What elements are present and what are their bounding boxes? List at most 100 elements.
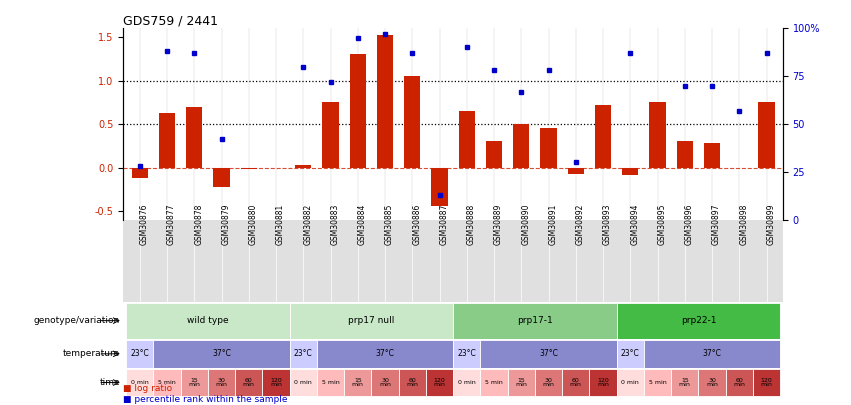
Text: temperature: temperature — [63, 350, 120, 358]
Text: 15
min: 15 min — [516, 378, 528, 387]
Text: GSM30891: GSM30891 — [549, 203, 557, 245]
Text: GSM30882: GSM30882 — [303, 203, 312, 245]
Text: 120
min: 120 min — [434, 378, 445, 387]
Bar — [453, 369, 481, 396]
Bar — [153, 369, 180, 396]
Bar — [241, 168, 257, 169]
Bar — [644, 340, 780, 368]
Text: GSM30888: GSM30888 — [467, 203, 476, 245]
Text: GSM30884: GSM30884 — [357, 203, 367, 245]
Bar — [404, 76, 420, 168]
Text: 120
min: 120 min — [270, 378, 282, 387]
Text: GSM30887: GSM30887 — [439, 203, 448, 245]
Text: 23°C: 23°C — [130, 350, 149, 358]
Text: GSM30885: GSM30885 — [385, 203, 394, 245]
Bar — [453, 340, 481, 368]
Bar — [350, 54, 366, 168]
Text: GSM30889: GSM30889 — [494, 203, 503, 245]
Bar — [699, 369, 726, 396]
Bar — [208, 369, 235, 396]
Bar — [622, 168, 638, 175]
Bar — [726, 369, 753, 396]
Bar — [617, 340, 644, 368]
Text: GSM30898: GSM30898 — [740, 203, 748, 245]
Text: 23°C: 23°C — [621, 350, 640, 358]
Text: GSM30899: GSM30899 — [767, 203, 775, 245]
Text: GSM30897: GSM30897 — [712, 203, 721, 245]
Bar — [431, 168, 448, 206]
Text: 23°C: 23°C — [294, 350, 312, 358]
Text: 15
min: 15 min — [188, 378, 200, 387]
Text: 15
min: 15 min — [679, 378, 691, 387]
Text: 60
min: 60 min — [243, 378, 254, 387]
Text: ■ percentile rank within the sample: ■ percentile rank within the sample — [123, 395, 288, 404]
Text: GSM30896: GSM30896 — [685, 203, 694, 245]
Bar — [486, 141, 502, 168]
Bar — [398, 369, 426, 396]
Text: 0 min: 0 min — [621, 380, 639, 385]
Bar — [317, 340, 453, 368]
Bar — [563, 369, 590, 396]
Bar — [649, 102, 665, 168]
Text: 60
min: 60 min — [406, 378, 418, 387]
Bar — [426, 369, 453, 396]
Bar — [535, 369, 563, 396]
Bar — [214, 168, 230, 187]
Bar — [126, 369, 153, 396]
Text: GSM30886: GSM30886 — [412, 203, 421, 245]
Text: 120
min: 120 min — [597, 378, 609, 387]
Bar — [126, 340, 153, 368]
Text: 60
min: 60 min — [734, 378, 745, 387]
Text: GSM30877: GSM30877 — [167, 203, 176, 245]
Text: 30
min: 30 min — [706, 378, 718, 387]
Text: GSM30879: GSM30879 — [221, 203, 231, 245]
Text: 0 min: 0 min — [458, 380, 476, 385]
Bar — [617, 303, 780, 339]
Text: prp17-1: prp17-1 — [517, 316, 553, 325]
Text: 37°C: 37°C — [539, 350, 558, 358]
Text: GSM30880: GSM30880 — [248, 203, 258, 245]
Bar — [590, 369, 617, 396]
Text: 60
min: 60 min — [570, 378, 582, 387]
Bar — [126, 303, 289, 339]
Text: prp17 null: prp17 null — [348, 316, 395, 325]
Bar — [481, 340, 617, 368]
Bar — [180, 369, 208, 396]
Bar — [377, 35, 393, 168]
Bar — [289, 340, 317, 368]
Text: prp22-1: prp22-1 — [681, 316, 717, 325]
Text: 0 min: 0 min — [294, 380, 312, 385]
Text: 15
min: 15 min — [351, 378, 363, 387]
Text: 5 min: 5 min — [158, 380, 176, 385]
Bar — [704, 143, 720, 168]
Bar — [235, 369, 262, 396]
Bar — [132, 168, 148, 178]
Bar — [289, 369, 317, 396]
Bar — [317, 369, 344, 396]
Bar — [295, 165, 311, 168]
Bar — [568, 168, 584, 174]
Text: genotype/variation: genotype/variation — [34, 316, 120, 325]
Bar — [344, 369, 371, 396]
Bar — [153, 340, 289, 368]
Text: 23°C: 23°C — [457, 350, 477, 358]
Text: wild type: wild type — [187, 316, 229, 325]
Bar — [481, 369, 508, 396]
Text: GSM30883: GSM30883 — [330, 203, 340, 245]
Bar — [540, 128, 557, 168]
Text: 5 min: 5 min — [485, 380, 503, 385]
Text: ■ log ratio: ■ log ratio — [123, 384, 173, 393]
Bar — [671, 369, 699, 396]
Bar — [513, 124, 529, 168]
Bar — [459, 111, 475, 168]
Text: GSM30892: GSM30892 — [576, 203, 585, 245]
Text: 37°C: 37°C — [212, 350, 231, 358]
Bar — [289, 303, 453, 339]
Bar — [371, 369, 398, 396]
Bar — [508, 369, 535, 396]
Text: 30
min: 30 min — [379, 378, 391, 387]
Bar — [453, 303, 617, 339]
Bar — [323, 102, 339, 168]
Bar — [677, 141, 693, 168]
Text: GSM30878: GSM30878 — [194, 203, 203, 245]
